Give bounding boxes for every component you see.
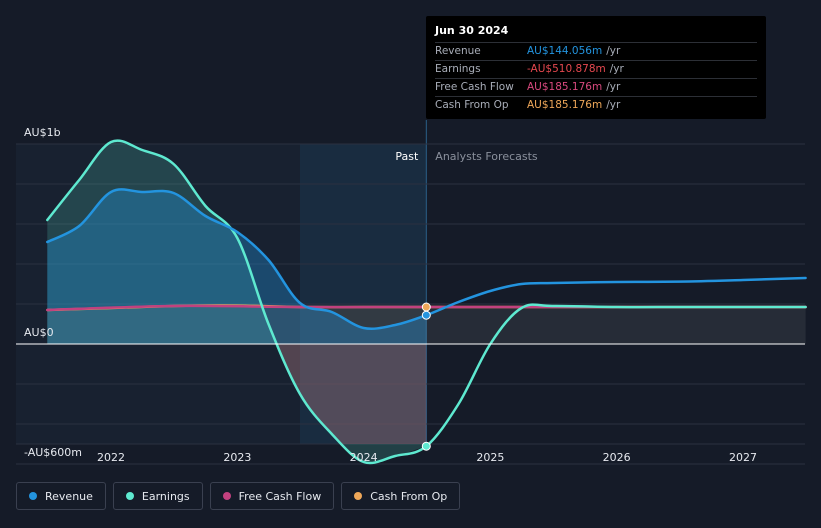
tooltip-row-value: AU$185.176m: [527, 81, 603, 93]
tooltip-date: Jun 30 2024: [435, 24, 757, 43]
legend-item-earnings[interactable]: Earnings: [112, 482, 203, 510]
legend-label: Earnings: [141, 489, 190, 503]
tooltip-row-value: AU$144.056m: [527, 45, 603, 57]
tooltip-row-unit: /yr: [606, 45, 621, 57]
legend-dot-icon: [29, 492, 37, 500]
past-label: Past: [395, 150, 419, 163]
earnings-negative-area: [47, 344, 427, 444]
cash-from-op-marker: [421, 302, 431, 312]
tooltip-row-label: Earnings: [435, 63, 481, 75]
legend-dot-icon: [222, 492, 231, 500]
cash-from-op-forecast-area: [426, 307, 806, 344]
tooltip-row-unit: /yr: [606, 99, 621, 111]
tooltip-row-label: Cash From Op: [435, 99, 509, 111]
earnings-line: [46, 139, 807, 465]
tooltip-rows: Revenue AU$144.056m/yr Earnings -AU$510.878…: [435, 43, 757, 114]
tooltip-row: Cash From Op AU$185.176m/yr: [435, 97, 757, 114]
legend-item-cash-from-op[interactable]: Cash From Op: [341, 482, 461, 510]
legend-item-revenue[interactable]: Revenue: [16, 482, 106, 510]
tooltip-row-unit: /yr: [606, 81, 621, 93]
series-areas: [47, 140, 806, 464]
legend-label: Free Cash Flow: [238, 489, 322, 503]
earnings-area: [47, 140, 427, 464]
tooltip-row-unit: /yr: [609, 63, 624, 75]
tooltip-row: Earnings -AU$510.878m/yr: [435, 61, 757, 79]
x-axis-labels: 2022 2023 2024 2025 2026 2027: [97, 451, 757, 464]
x-tick-label: 2024: [350, 451, 378, 464]
tooltip-row-value: -AU$510.878m: [527, 63, 606, 75]
tooltip-row-label: Revenue: [435, 45, 481, 57]
tooltip-row: Free Cash Flow AU$185.176m/yr: [435, 79, 757, 97]
earnings-marker: [421, 441, 431, 451]
revenue-area: [47, 189, 427, 344]
y-tick-label: -AU$600m: [24, 446, 82, 459]
x-tick-label: 2026: [603, 451, 631, 464]
tooltip-row: Revenue AU$144.056m/yr: [435, 43, 757, 61]
legend-dot-icon: [125, 492, 134, 500]
x-tick-label: 2022: [97, 451, 125, 464]
tooltip-row-label: Free Cash Flow: [435, 81, 514, 93]
legend-item-free-cash-flow[interactable]: Free Cash Flow: [209, 482, 335, 510]
y-tick-label: AU$0: [24, 326, 54, 339]
x-tick-label: 2027: [729, 451, 757, 464]
y-tick-label: AU$1b: [24, 126, 61, 139]
forecast-label: Analysts Forecasts: [435, 150, 538, 163]
legend: Revenue Earnings Free Cash Flow Cash From O…: [16, 482, 461, 512]
tooltip-panel: Jun 30 2024 Revenue AU$144.056m/yr Earning…: [426, 16, 766, 119]
revenue-line: [46, 188, 807, 331]
legend-label: Revenue: [45, 489, 93, 503]
cursor-markers: [421, 302, 431, 451]
x-tick-label: 2023: [223, 451, 251, 464]
legend-dot-icon: [354, 492, 363, 500]
tooltip-row-value: AU$185.176m: [527, 99, 603, 111]
past-shading: [299, 144, 427, 444]
revenue-marker: [421, 310, 431, 320]
past-background: [16, 144, 427, 444]
gridlines: [16, 143, 805, 465]
y-axis-labels: AU$1b AU$0 -AU$600m: [24, 126, 82, 459]
x-tick-label: 2025: [476, 451, 504, 464]
cash-from-op-area: [47, 305, 427, 344]
legend-label: Cash From Op: [370, 489, 448, 503]
